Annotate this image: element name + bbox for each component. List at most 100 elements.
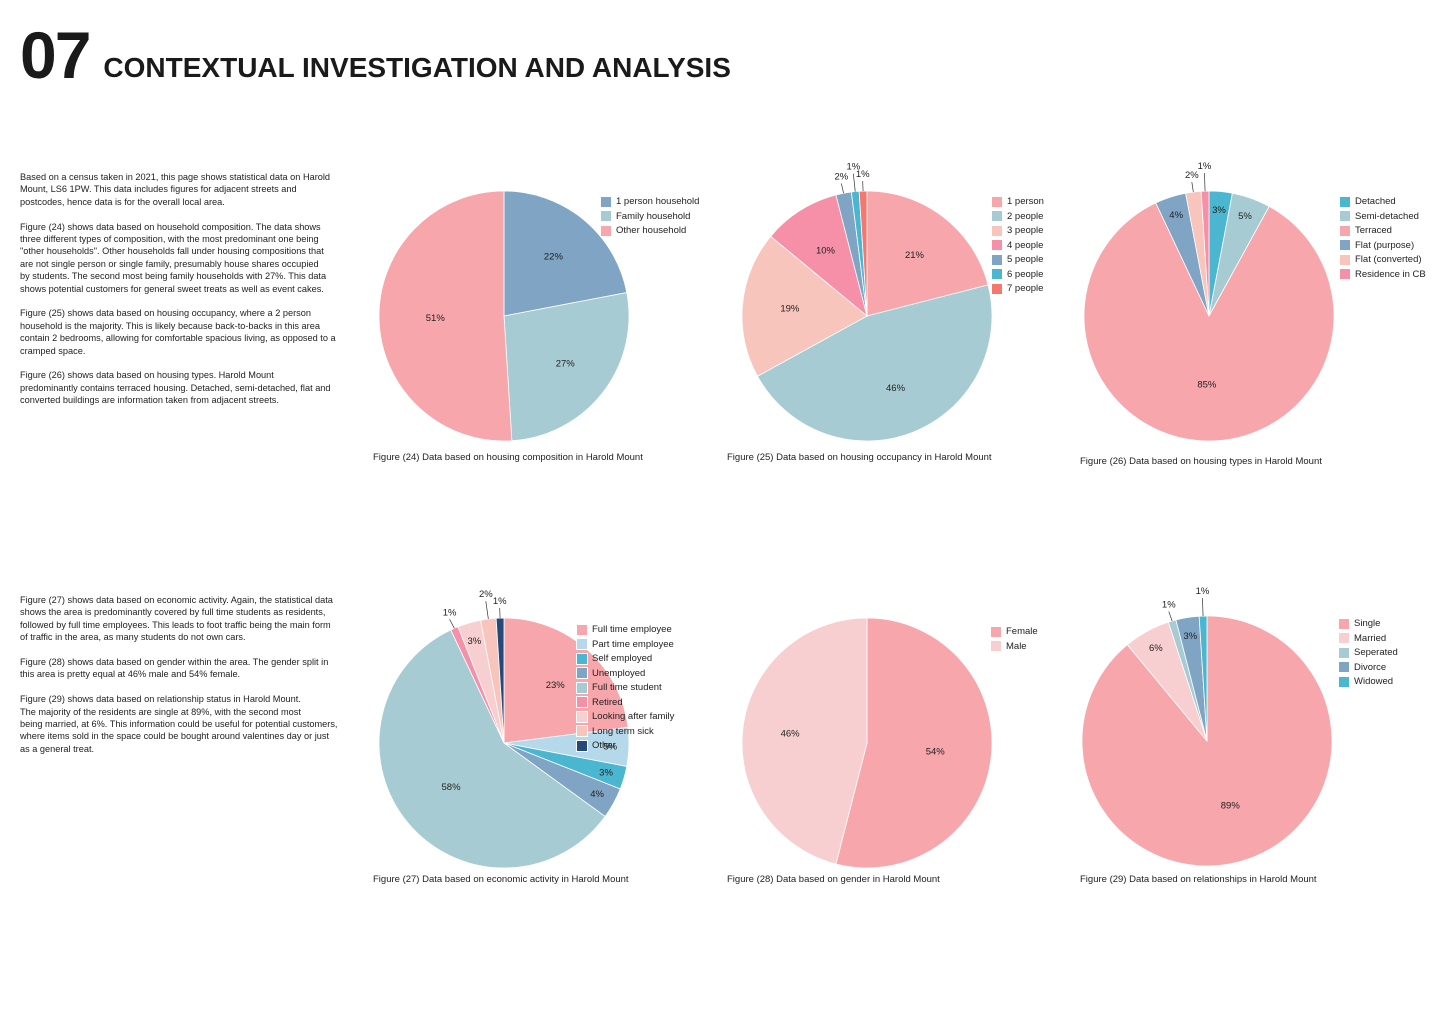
fig29-label-0: 89% [1221, 801, 1241, 812]
fig27-legend-label: Full time employee [592, 624, 672, 635]
fig25-legend-label: 3 people [1007, 225, 1044, 236]
fig25-legend-swatch [991, 195, 1003, 208]
fig25-legend-swatch [991, 239, 1003, 251]
fig29-leader-4 [1202, 598, 1204, 617]
fig27-slice-4 [378, 629, 606, 869]
fig26-label-1: 5% [1238, 211, 1252, 222]
fig25-slice-6 [858, 190, 868, 317]
fig25-label-0: 21% [905, 250, 925, 261]
fig25-legend-label: 4 people [1007, 239, 1044, 251]
fig28-legend-item: Male [990, 640, 1038, 652]
fig26-label-2: 85% [1197, 380, 1217, 391]
fig27-legend-item: Self employed [576, 652, 674, 665]
fig26-label-0: 3% [1212, 205, 1226, 216]
fig29-legend: Single Married Seperated Divorce Widowed [1338, 617, 1398, 691]
fig29-legend-item: Married [1338, 632, 1398, 644]
fig29-legend-label: Divorce [1354, 661, 1387, 673]
fig24-slice-1 [503, 292, 630, 442]
paragraph-fig29: Figure (29) shows data based on relation… [20, 694, 338, 754]
fig27-legend-label: Retired [592, 696, 623, 708]
paragraph-intro: Based on a census taken in 2021, this pa… [20, 172, 331, 207]
fig27-legend-swatch [576, 739, 588, 752]
fig25-legend-item: 1 person [991, 195, 1044, 208]
fig26-legend-swatch [1339, 268, 1351, 280]
fig27-label-2: 3% [599, 768, 613, 779]
page-title: CONTEXTUAL INVESTIGATION AND ANALYSIS [103, 52, 731, 83]
fig27-label-1: 5% [603, 741, 617, 752]
fig24-legend-item: Family household [600, 210, 699, 222]
fig29-legend-swatch [1338, 646, 1350, 659]
fig27-legend-label: Looking after family [592, 711, 675, 722]
fig29-label-3: 3% [1184, 631, 1198, 642]
paragraph-fig27: Figure (27) shows data based on economic… [20, 595, 333, 643]
fig24-legend-label: Other household [616, 225, 687, 236]
fig26-slice-2 [1083, 202, 1335, 442]
fig28-legend-label: Female [1006, 626, 1038, 637]
fig28-slice-1 [741, 617, 868, 865]
fig27-caption: Figure (27) Data based on economic activ… [373, 874, 629, 885]
fig27-legend-swatch [576, 652, 588, 665]
fig25-legend-swatch [991, 224, 1003, 237]
fig24-legend-label: Family household [616, 210, 691, 222]
paragraph-fig26: Figure (26) shows data based on housing … [20, 370, 331, 406]
fig26-legend-swatch [1339, 239, 1351, 251]
fig24-legend-swatch [600, 210, 612, 222]
fig25-legend-item: 6 people [991, 268, 1044, 280]
fig25-legend-swatch [991, 268, 1003, 280]
fig27-legend-item: Full time employee [576, 623, 674, 636]
fig24-caption: Figure (24) Data based on housing compos… [373, 452, 643, 463]
fig28-legend-label: Male [1006, 640, 1027, 652]
fig25-slice-2 [741, 235, 868, 377]
paragraph-fig24: Figure (24) shows data based on househol… [20, 221, 327, 294]
fig26-legend-label: Residence in CB [1355, 268, 1426, 280]
fig26-label-3: 4% [1169, 210, 1183, 221]
fig26-legend-swatch [1339, 224, 1351, 237]
fig27-legend-swatch [576, 681, 588, 694]
fig27-leader-7 [485, 601, 489, 620]
fig26-legend-swatch [1339, 210, 1351, 222]
fig29-label-4: 1% [1196, 586, 1210, 597]
fig29-slice-4 [1198, 615, 1208, 742]
fig25-legend-label: 6 people [1007, 268, 1044, 280]
fig25-label-6: 1% [856, 169, 870, 180]
fig26-legend-swatch [1339, 195, 1351, 208]
fig26-legend-item: Flat (converted) [1339, 253, 1426, 266]
fig26-leader-5 [1204, 173, 1206, 192]
section-number: 07 [20, 18, 91, 92]
fig28-legend: Female Male [990, 625, 1038, 655]
fig27-slice-8 [495, 617, 505, 744]
fig29-label-1: 6% [1149, 643, 1163, 654]
fig25-legend-label: 7 people [1007, 283, 1044, 294]
fig27-legend-swatch [576, 667, 588, 679]
fig24-slice-0 [503, 190, 628, 317]
fig27-legend-item: Unemployed [576, 667, 674, 679]
fig27-legend-item: Other [576, 739, 674, 752]
fig27-label-6: 3% [467, 636, 481, 647]
fig28-slice-0 [835, 617, 993, 869]
fig25-legend-swatch [991, 282, 1003, 295]
fig26-legend-item: Semi-detached [1339, 210, 1426, 222]
fig29-label-2: 1% [1162, 599, 1176, 610]
fig26-legend-label: Terraced [1355, 225, 1392, 236]
fig25-legend-item: 7 people [991, 282, 1044, 295]
fig25-legend-label: 2 people [1007, 210, 1044, 222]
fig27-label-4: 58% [442, 782, 462, 793]
fig26-legend-label: Flat (converted) [1355, 254, 1422, 265]
fig28-legend-item: Female [990, 625, 1038, 638]
fig28-legend-swatch [990, 640, 1002, 652]
fig25-slice-0 [866, 190, 989, 317]
fig25-label-2: 19% [780, 304, 800, 315]
fig27-legend-label: Other [592, 740, 616, 751]
fig27-legend-item: Retired [576, 696, 674, 708]
fig29-legend-item: Divorce [1338, 661, 1398, 673]
fig26-legend-label: Semi-detached [1355, 210, 1419, 222]
fig24-label-1: 27% [556, 359, 576, 370]
fig29-legend-item: Seperated [1338, 646, 1398, 659]
fig26-label-4: 2% [1185, 170, 1199, 181]
fig26-legend: Detached Semi-detached Terraced Flat (purpo… [1339, 195, 1426, 283]
fig29-legend-label: Single [1354, 618, 1381, 629]
fig24-legend-item: Other household [600, 224, 699, 237]
